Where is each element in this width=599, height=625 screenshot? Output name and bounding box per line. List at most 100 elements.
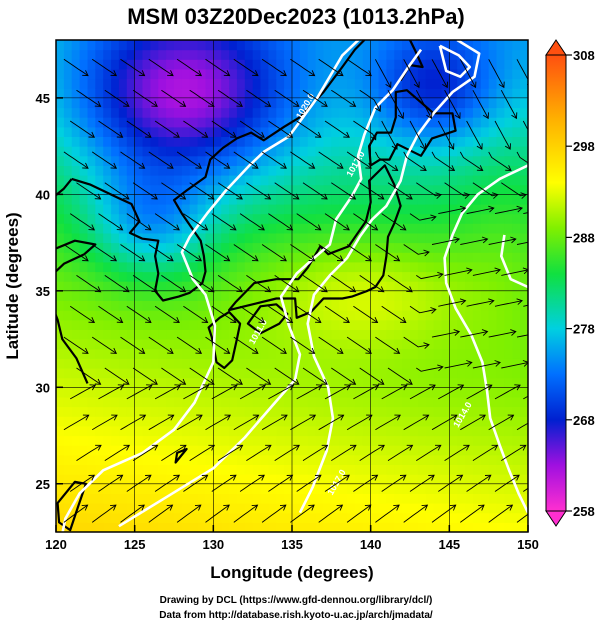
heat-cell	[370, 40, 380, 51]
heat-cell	[520, 425, 528, 437]
streamline-arrowhead	[82, 347, 89, 354]
heat-cell	[87, 194, 96, 205]
heat-cell	[299, 300, 309, 311]
heat-cell	[236, 319, 246, 330]
streamline	[375, 151, 398, 171]
x-tick-label: 145	[438, 537, 460, 552]
streamline	[154, 213, 180, 231]
heat-cell	[354, 339, 364, 350]
heat-cell	[394, 155, 403, 166]
heat-cell	[268, 271, 277, 282]
heat-cell	[449, 512, 458, 523]
heat-cell	[213, 445, 222, 456]
heat-cell	[417, 474, 427, 485]
streamline	[76, 367, 101, 385]
heat-cell	[472, 387, 482, 398]
heat-cell	[504, 358, 513, 369]
heat-cell	[118, 232, 128, 244]
heat-cell	[166, 126, 175, 137]
heat-cell	[488, 155, 498, 166]
heat-cell	[189, 136, 199, 147]
heat-cell	[299, 204, 309, 215]
heat-cell	[339, 146, 348, 157]
heat-cell	[87, 59, 96, 70]
heat-cell	[496, 377, 505, 388]
heat-cell	[425, 358, 435, 369]
heat-cell	[480, 483, 490, 494]
heat-cell	[244, 310, 254, 321]
heat-cell	[134, 88, 144, 99]
heat-cell	[213, 416, 222, 427]
heat-cell	[488, 194, 498, 205]
heat-cell	[449, 483, 458, 494]
heat-cell	[504, 387, 513, 398]
heat-cell	[268, 522, 277, 532]
heat-cell	[315, 290, 325, 301]
heat-cell	[134, 464, 144, 475]
heat-cell	[354, 425, 364, 437]
heat-cell	[315, 194, 325, 205]
heat-cell	[260, 204, 269, 215]
heat-cell	[244, 368, 254, 379]
heat-cell	[189, 261, 199, 273]
heat-cell	[158, 503, 167, 514]
heat-cell	[236, 165, 246, 176]
heat-cell	[111, 503, 120, 514]
heat-cell	[417, 155, 427, 166]
heat-cell	[150, 78, 159, 89]
heat-cell	[315, 97, 325, 109]
heat-cell	[496, 503, 505, 514]
heat-cell	[174, 213, 183, 224]
heat-cell	[433, 40, 443, 51]
streamline-arrowhead	[252, 414, 260, 421]
heat-cell	[142, 396, 151, 408]
heat-cell	[410, 464, 419, 475]
heat-cell	[323, 503, 332, 514]
heat-cell	[410, 68, 419, 80]
heat-cell	[520, 290, 528, 301]
streamline-arrowhead	[420, 165, 427, 171]
heat-cell	[433, 271, 443, 282]
streamline	[403, 504, 428, 523]
heat-cell	[480, 242, 490, 253]
streamline-arrowhead	[280, 255, 287, 262]
heat-cell	[504, 59, 513, 70]
heat-cell	[181, 483, 191, 494]
heat-cell	[347, 425, 356, 437]
streamline	[98, 305, 123, 323]
heat-cell	[417, 271, 427, 282]
heat-cell	[362, 474, 372, 485]
streamline	[211, 213, 237, 231]
streamline-arrowhead	[437, 271, 444, 279]
heat-cell	[362, 339, 372, 350]
heat-cell	[441, 97, 450, 109]
streamline-arrowhead	[251, 504, 259, 511]
heat-cell	[134, 310, 144, 321]
heat-cell	[307, 319, 317, 330]
streamline-arrowhead	[88, 474, 96, 481]
streamline-arrowhead	[365, 162, 372, 169]
heat-cell	[221, 454, 230, 465]
heat-cell	[236, 117, 246, 128]
colorbar-tick-label: 278	[573, 322, 595, 337]
heat-cell	[166, 474, 175, 485]
heat-cell	[79, 213, 89, 224]
heat-cell	[504, 396, 513, 408]
heat-cell	[95, 213, 104, 224]
streamline	[403, 336, 430, 348]
heat-cell	[386, 290, 395, 301]
heat-cell	[103, 493, 112, 504]
heat-cell	[276, 493, 285, 504]
heat-cell	[197, 425, 207, 437]
heat-cell	[465, 416, 474, 427]
streamline-arrowhead	[479, 414, 486, 421]
heat-cell	[402, 483, 411, 494]
heat-cell	[402, 40, 411, 51]
heat-cell	[370, 377, 380, 388]
heat-cell	[111, 435, 120, 446]
streamline-arrowhead	[110, 70, 118, 77]
heat-cell	[299, 117, 309, 128]
heat-cell	[142, 454, 151, 465]
heat-cell	[276, 435, 285, 446]
heat-cell	[56, 290, 65, 301]
